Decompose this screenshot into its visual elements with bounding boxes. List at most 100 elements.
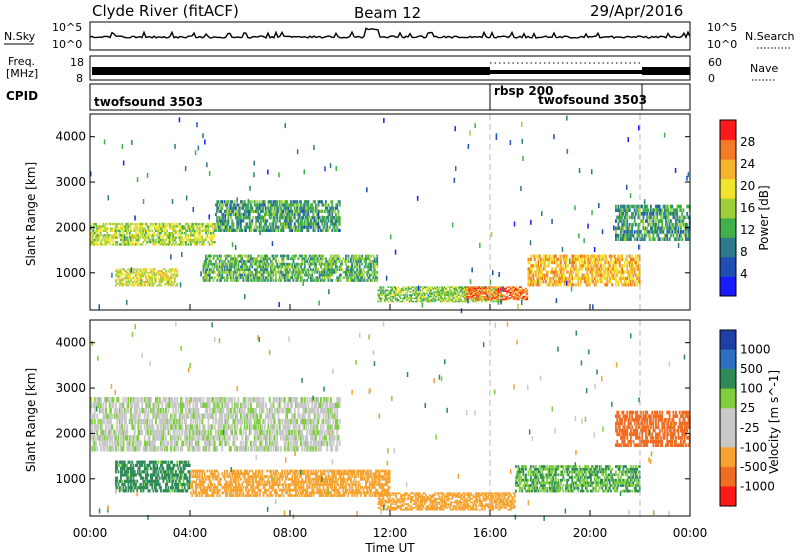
power-echo-cell [411, 291, 414, 293]
power-echo-cell [323, 276, 326, 280]
power-echo-cell [663, 237, 666, 241]
power-echo-cell [240, 257, 242, 261]
power-echo-cell [100, 229, 102, 232]
power-echo-cell [235, 260, 237, 263]
power-echo-cell [290, 265, 292, 269]
power-echo-cell [212, 236, 215, 239]
power-echo-cell [297, 262, 300, 266]
power-echo-cell [586, 276, 589, 281]
power-echo-cell [431, 292, 434, 295]
velocity-echo-cell [96, 402, 99, 408]
power-echo-cell [293, 216, 296, 220]
power-echo-cell [680, 226, 682, 231]
power-echo-cell [645, 208, 647, 212]
power-echo-cell [273, 203, 276, 207]
velocity-echo-cell [141, 418, 144, 425]
power-echo-cell [295, 209, 297, 213]
power-sparse-echo [335, 166, 337, 171]
power-echo-cell [295, 200, 297, 204]
power-echo-cell [645, 233, 647, 238]
power-echo-cell [570, 261, 572, 265]
power-echo-cell [275, 216, 277, 220]
power-echo-cell [621, 254, 624, 258]
power-echo-cell [340, 265, 342, 269]
power-echo-cell [395, 292, 397, 295]
power-echo-cell [311, 260, 314, 263]
power-echo-cell [103, 225, 106, 228]
power-echo-cell [125, 225, 127, 228]
power-echo-cell [288, 225, 291, 229]
power-echo-cell [286, 268, 289, 271]
power-echo-cell [301, 209, 304, 213]
velocity-echo-cell [121, 418, 124, 425]
power-sparse-echo [591, 169, 593, 175]
power-echo-cell [461, 286, 464, 288]
power-echo-cell [521, 290, 524, 292]
power-echo-cell [230, 209, 232, 213]
power-echo-cell [306, 268, 309, 271]
power-echo-cell [157, 277, 160, 280]
power-echo-cell [173, 243, 176, 246]
power-echo-cell [535, 283, 537, 287]
power-sparse-echo [574, 205, 576, 211]
power-echo-cell [275, 279, 277, 282]
power-echo-cell [555, 261, 557, 265]
power-echo-cell [608, 280, 611, 284]
power-echo-cell [226, 222, 229, 226]
power-echo-cell [306, 260, 309, 263]
power-echo-cell [265, 262, 267, 266]
power-echo-cell [521, 291, 524, 294]
power-echo-cell [481, 287, 484, 290]
power-echo-cell [296, 206, 299, 210]
power-echo-cell [330, 219, 332, 223]
power-echo-cell [442, 299, 445, 301]
power-echo-cell [552, 267, 555, 271]
power-echo-cell [265, 206, 267, 210]
power-echo-cell [228, 228, 231, 232]
power-echo-cell [307, 271, 310, 274]
power-echo-cell [366, 265, 369, 269]
power-echo-cell [286, 254, 289, 258]
power-echo-cell [491, 298, 494, 301]
power-echo-cell [380, 300, 382, 303]
power-echo-cell [612, 261, 615, 265]
velocity-echo-cell [136, 440, 139, 447]
power-echo-cell [293, 206, 296, 210]
power-echo-cell [273, 219, 276, 223]
power-echo-cell [493, 297, 496, 299]
power-echo-cell [190, 227, 192, 230]
power-echo-cell [437, 294, 440, 296]
power-echo-cell [475, 287, 477, 290]
power-echo-cell [433, 292, 436, 295]
power-echo-cell [546, 283, 549, 287]
power-echo-cell [676, 204, 679, 209]
power-sparse-echo [495, 134, 498, 140]
power-echo-cell [127, 241, 130, 244]
power-echo-cell [357, 257, 360, 261]
power-echo-cell [643, 230, 646, 234]
freq-bar-3 [642, 67, 690, 75]
power-echo-cell [230, 212, 232, 217]
power-echo-cell [91, 238, 94, 242]
power-echo-cell [128, 268, 131, 271]
power-echo-cell [410, 300, 412, 303]
power-echo-cell [370, 279, 372, 282]
power-echo-cell [567, 276, 570, 281]
power-echo-cell [355, 260, 357, 263]
velocity-echo-cell [110, 413, 112, 419]
velocity-echo-cell [110, 424, 112, 430]
velocity-echo-cell [102, 435, 105, 441]
power-echo-cell [317, 203, 320, 207]
power-sparse-echo [601, 229, 604, 235]
power-echo-cell [307, 200, 310, 204]
power-echo-cell [407, 297, 410, 300]
power-echo-cell [626, 276, 629, 281]
velocity-echo-cell [142, 446, 145, 452]
cpid-segment-1: twofsound 3503 [94, 95, 203, 109]
velocity-echo-cell [150, 424, 152, 430]
power-echo-cell [232, 209, 235, 213]
power-echo-cell [635, 212, 637, 216]
velocity-echo-cell [120, 424, 122, 430]
power-echo-cell [418, 291, 421, 293]
power-echo-cell [248, 225, 251, 229]
